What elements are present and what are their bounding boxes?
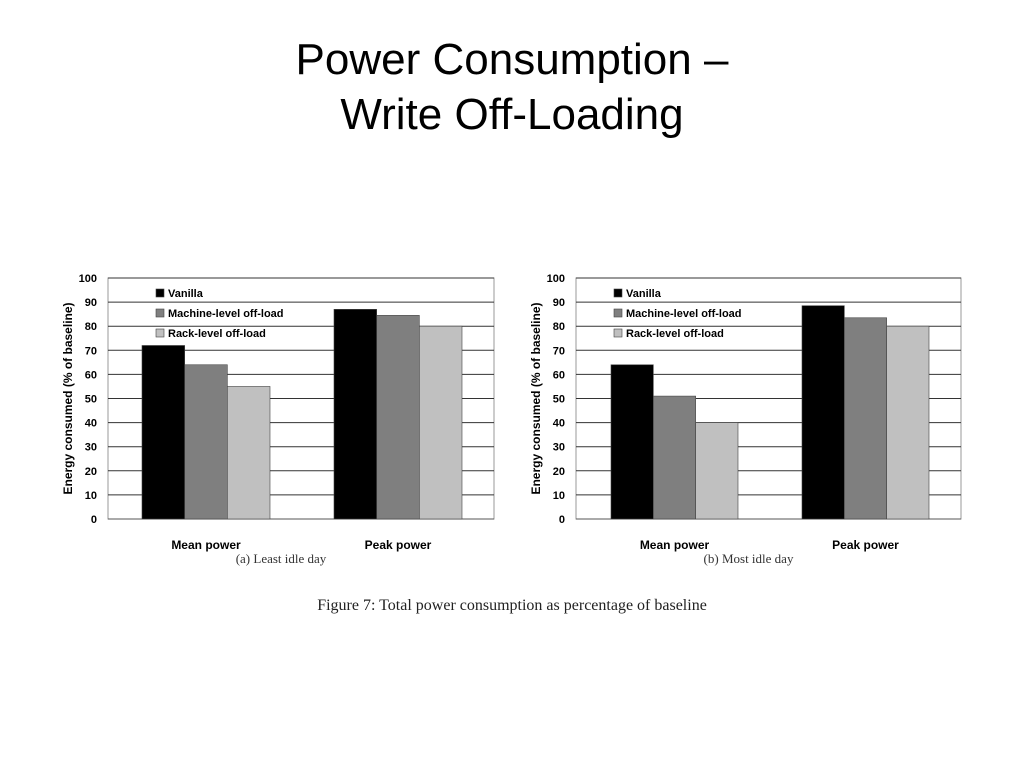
y-tick-label: 0 — [559, 514, 565, 526]
figure-caption: Figure 7: Total power consumption as per… — [317, 597, 707, 614]
y-tick-label: 100 — [547, 273, 565, 285]
slide-title-line-2: Write Off-Loading — [340, 90, 684, 139]
bar — [801, 305, 845, 520]
bar — [610, 364, 654, 520]
bar — [695, 422, 739, 520]
legend-swatch — [155, 308, 165, 318]
y-tick-label: 100 — [79, 273, 97, 285]
x-category-label: Mean power — [640, 538, 710, 552]
y-tick-label: 50 — [553, 394, 565, 406]
x-category-label: Peak power — [365, 538, 432, 552]
y-tick-label: 90 — [553, 297, 565, 309]
y-tick-label: 90 — [85, 297, 97, 309]
legend-swatch — [613, 288, 623, 298]
chart-a: 0 10 20 30 40 50 60 70 80 90 100 Energy consumed (%… — [61, 273, 495, 566]
y-axis-label: Energy consumed (% of baseline) — [61, 302, 75, 494]
y-tick-label: 40 — [553, 418, 565, 430]
y-tick-label: 30 — [85, 442, 97, 454]
legend-swatch — [155, 328, 165, 338]
legend-label: Rack-level off-load — [626, 328, 724, 340]
y-tick-label: 30 — [553, 442, 565, 454]
legend-swatch — [613, 308, 623, 318]
y-tick-label: 60 — [85, 369, 97, 381]
bar — [333, 309, 377, 520]
y-tick-label: 80 — [85, 321, 97, 333]
legend-label: Machine-level off-load — [168, 308, 284, 320]
legend-label: Vanilla — [626, 288, 662, 300]
bar — [376, 315, 420, 520]
y-tick-label: 10 — [553, 490, 565, 502]
bar — [141, 345, 185, 520]
legend-label: Rack-level off-load — [168, 328, 266, 340]
bar — [419, 325, 463, 520]
slide-title: Power Consumption – Write Off-Loading — [0, 32, 1024, 142]
bar — [227, 386, 271, 520]
y-tick-label: 0 — [91, 514, 97, 526]
bar — [184, 364, 228, 520]
y-tick-label: 80 — [553, 321, 565, 333]
y-tick-label: 60 — [553, 369, 565, 381]
legend-label: Machine-level off-load — [626, 308, 742, 320]
x-category-label: Mean power — [171, 538, 241, 552]
y-tick-label: 70 — [553, 345, 565, 357]
legend-swatch — [613, 328, 623, 338]
y-tick-label: 20 — [553, 466, 565, 478]
y-tick-label: 70 — [85, 345, 97, 357]
slide-title-line-1: Power Consumption – — [295, 35, 729, 84]
bar — [653, 395, 696, 520]
y-axis-label: Energy consumed (% of baseline) — [529, 302, 543, 494]
bar — [886, 325, 930, 520]
x-category-label: Peak power — [832, 538, 899, 552]
subfigure-caption: (a) Least idle day — [236, 551, 327, 566]
y-tick-label: 50 — [85, 394, 97, 406]
subfigure-caption: (b) Most idle day — [704, 551, 794, 566]
y-tick-label: 40 — [85, 418, 97, 430]
y-tick-label: 10 — [85, 490, 97, 502]
bar — [844, 317, 887, 520]
legend-swatch — [155, 288, 165, 298]
chart-b: 0 10 20 30 40 50 60 70 80 90 100 Energy consumed (%… — [529, 273, 962, 566]
legend-label: Vanilla — [168, 288, 204, 300]
y-tick-label: 20 — [85, 466, 97, 478]
